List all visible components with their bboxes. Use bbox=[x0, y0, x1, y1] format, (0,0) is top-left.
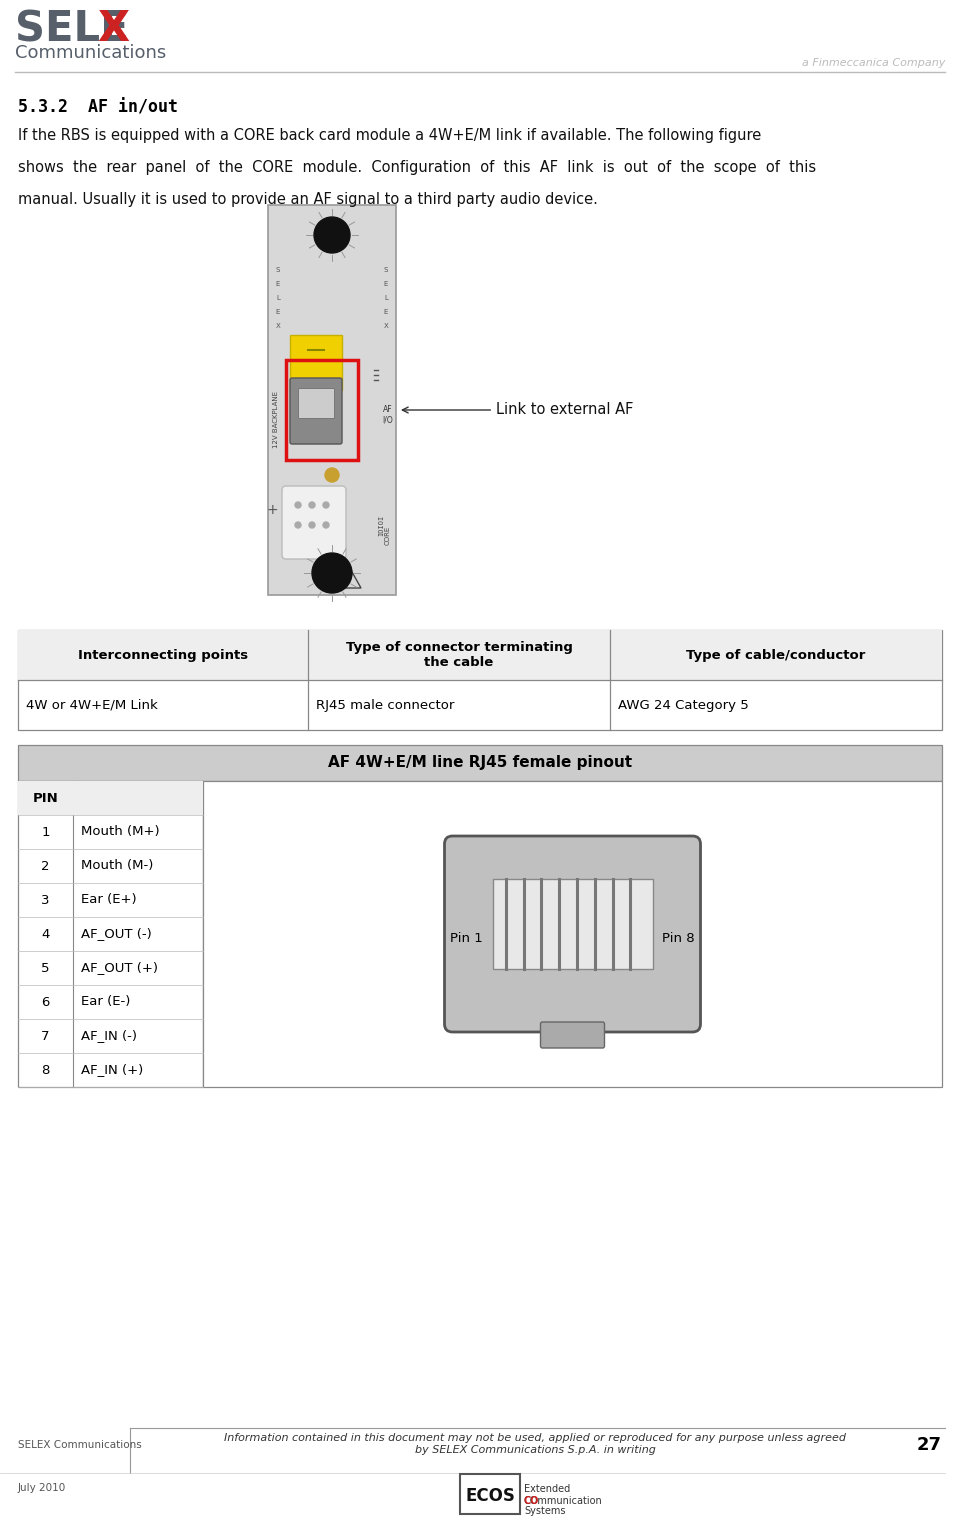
Text: AF_IN (-): AF_IN (-) bbox=[81, 1029, 137, 1043]
Text: 5.3.2  AF in/out: 5.3.2 AF in/out bbox=[18, 98, 178, 116]
Circle shape bbox=[323, 522, 329, 528]
Text: E: E bbox=[276, 310, 280, 316]
Text: 1: 1 bbox=[41, 825, 50, 839]
Text: Type of connector terminating
the cable: Type of connector terminating the cable bbox=[346, 640, 572, 669]
Circle shape bbox=[325, 468, 339, 482]
Text: Extended: Extended bbox=[524, 1484, 570, 1494]
FancyBboxPatch shape bbox=[18, 781, 203, 814]
Text: Type of cable/conductor: Type of cable/conductor bbox=[686, 648, 866, 662]
Text: CORE: CORE bbox=[385, 526, 391, 544]
Text: IOIOI: IOIOI bbox=[378, 514, 384, 535]
Text: Mouth (M-): Mouth (M-) bbox=[81, 860, 154, 872]
Text: Ear (E-): Ear (E-) bbox=[81, 996, 131, 1008]
Text: 7: 7 bbox=[41, 1029, 50, 1043]
Text: X: X bbox=[276, 323, 280, 329]
Text: SELEX Communications: SELEX Communications bbox=[18, 1440, 142, 1450]
FancyBboxPatch shape bbox=[444, 836, 701, 1032]
Text: E: E bbox=[384, 281, 388, 287]
Text: RJ45 male connector: RJ45 male connector bbox=[316, 698, 454, 712]
Text: Information contained in this document may not be used, applied or reproduced fo: Information contained in this document m… bbox=[224, 1434, 846, 1455]
Text: Pin 8: Pin 8 bbox=[662, 932, 695, 946]
Text: 5: 5 bbox=[41, 961, 50, 974]
Text: 12V BACKPLANE: 12V BACKPLANE bbox=[273, 392, 279, 448]
FancyBboxPatch shape bbox=[282, 486, 346, 560]
FancyBboxPatch shape bbox=[18, 630, 942, 730]
Text: Communications: Communications bbox=[15, 44, 166, 63]
Text: X: X bbox=[384, 323, 389, 329]
Circle shape bbox=[323, 502, 329, 508]
Text: manual. Usually it is used to provide an AF signal to a third party audio device: manual. Usually it is used to provide an… bbox=[18, 192, 598, 207]
Text: S: S bbox=[276, 267, 280, 273]
FancyBboxPatch shape bbox=[18, 746, 942, 781]
Text: Ear (E+): Ear (E+) bbox=[81, 894, 136, 906]
Circle shape bbox=[309, 522, 315, 528]
Text: E: E bbox=[276, 281, 280, 287]
Text: COmmunication: COmmunication bbox=[524, 1496, 603, 1507]
FancyBboxPatch shape bbox=[18, 781, 203, 1087]
Text: AF_OUT (+): AF_OUT (+) bbox=[81, 961, 158, 974]
Text: ECOS: ECOS bbox=[465, 1487, 515, 1505]
Text: S: S bbox=[384, 267, 388, 273]
Text: 2: 2 bbox=[41, 860, 50, 872]
Text: SELE: SELE bbox=[15, 8, 129, 50]
Text: 6: 6 bbox=[41, 996, 50, 1008]
FancyBboxPatch shape bbox=[203, 781, 942, 1087]
FancyBboxPatch shape bbox=[298, 387, 334, 418]
Circle shape bbox=[315, 563, 339, 587]
Circle shape bbox=[295, 522, 301, 528]
Circle shape bbox=[309, 502, 315, 508]
Text: AWG 24 Category 5: AWG 24 Category 5 bbox=[618, 698, 749, 712]
FancyBboxPatch shape bbox=[268, 204, 396, 595]
Text: shows  the  rear  panel  of  the  CORE  module.  Configuration  of  this  AF  li: shows the rear panel of the CORE module.… bbox=[18, 160, 816, 175]
FancyBboxPatch shape bbox=[290, 336, 342, 390]
Text: Link to external AF: Link to external AF bbox=[402, 403, 634, 418]
FancyBboxPatch shape bbox=[460, 1475, 520, 1514]
Text: AF_IN (+): AF_IN (+) bbox=[81, 1063, 143, 1077]
Circle shape bbox=[314, 217, 350, 253]
Text: E: E bbox=[384, 310, 388, 316]
Text: X: X bbox=[97, 8, 130, 50]
Text: L: L bbox=[384, 294, 388, 300]
Text: AF
I/O: AF I/O bbox=[383, 406, 394, 424]
Text: CO: CO bbox=[524, 1496, 540, 1507]
Circle shape bbox=[295, 502, 301, 508]
Text: If the RBS is equipped with a CORE back card module a 4W+E/M link if available. : If the RBS is equipped with a CORE back … bbox=[18, 128, 761, 143]
Text: AF_OUT (-): AF_OUT (-) bbox=[81, 927, 152, 941]
Text: 8: 8 bbox=[41, 1063, 50, 1077]
Text: Interconnecting points: Interconnecting points bbox=[78, 648, 248, 662]
Text: L: L bbox=[276, 294, 280, 300]
Text: AF 4W+E/M line RJ45 female pinout: AF 4W+E/M line RJ45 female pinout bbox=[328, 755, 632, 770]
FancyBboxPatch shape bbox=[540, 1022, 605, 1048]
FancyBboxPatch shape bbox=[492, 878, 653, 968]
Text: 4: 4 bbox=[41, 927, 50, 941]
Text: Systems: Systems bbox=[524, 1507, 565, 1516]
Text: +: + bbox=[266, 503, 277, 517]
Text: Mouth (M+): Mouth (M+) bbox=[81, 825, 159, 839]
Text: 3: 3 bbox=[41, 894, 50, 906]
FancyBboxPatch shape bbox=[290, 378, 342, 444]
Text: PIN: PIN bbox=[33, 791, 59, 805]
Text: July 2010: July 2010 bbox=[18, 1482, 66, 1493]
Text: a Finmeccanica Company: a Finmeccanica Company bbox=[802, 58, 945, 69]
Text: 27: 27 bbox=[917, 1437, 942, 1453]
Circle shape bbox=[312, 554, 352, 593]
Text: 4W or 4W+E/M Link: 4W or 4W+E/M Link bbox=[26, 698, 157, 712]
Text: Pin 1: Pin 1 bbox=[449, 932, 483, 946]
FancyBboxPatch shape bbox=[18, 630, 942, 680]
